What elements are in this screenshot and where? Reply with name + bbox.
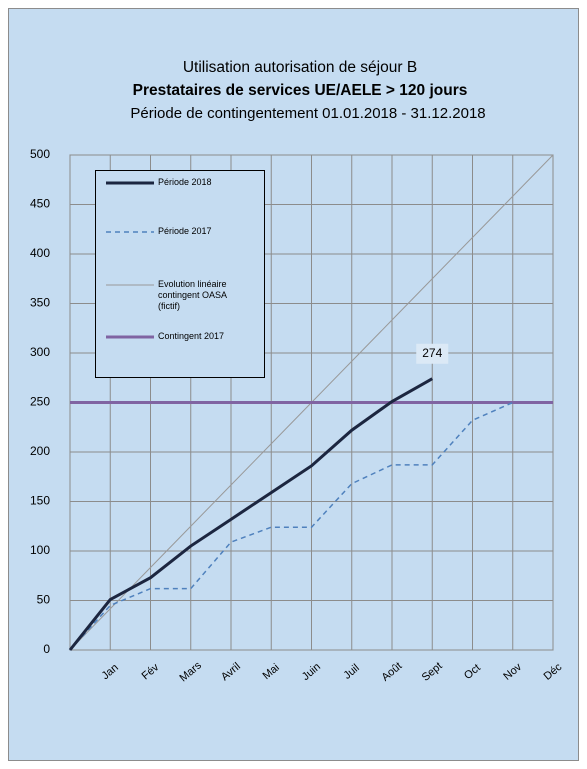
series-line [68, 377, 433, 651]
legend-swatch [106, 284, 154, 286]
chart-title: Utilisation autorisation de séjour B [183, 59, 417, 76]
y-tick-label: 350 [30, 296, 50, 310]
y-tick-label: 400 [30, 246, 50, 260]
y-tick-label: 100 [30, 543, 50, 557]
legend-swatch [106, 181, 154, 185]
series-line [69, 401, 514, 651]
y-tick-label: 250 [30, 395, 50, 409]
y-tick-label: 150 [30, 494, 50, 508]
y-tick-label: 500 [30, 147, 50, 161]
y-tick-label: 450 [30, 197, 50, 211]
legend-label: Contingent 2017 [158, 331, 225, 341]
data-label: 274 [422, 346, 442, 360]
legend-label: Période 2017 [158, 226, 212, 236]
legend-label: Période 2018 [158, 177, 212, 187]
legend-item: Contingent 2017 [104, 331, 262, 342]
legend-item: Evolution linéaire contingent OASA (fict… [104, 279, 262, 312]
y-tick-label: 0 [43, 642, 50, 656]
data-label-box [416, 343, 449, 364]
legend-item: Période 2017 [104, 226, 262, 237]
chart-subtitle: Prestataires de services UE/AELE > 120 j… [133, 82, 468, 99]
y-tick-label: 300 [30, 345, 50, 359]
legend-item: Période 2018 [104, 177, 262, 188]
chart-subtitle: Période de contingentement 01.01.2018 - … [130, 105, 485, 122]
legend-label: Evolution linéaire contingent OASA (fict… [158, 279, 227, 311]
y-tick-label: 50 [37, 593, 51, 607]
legend-swatch [106, 335, 154, 339]
legend: Période 2018 Période 2017 Evolution linéai… [95, 170, 265, 378]
y-tick-label: 200 [30, 444, 50, 458]
legend-swatch [106, 231, 154, 233]
